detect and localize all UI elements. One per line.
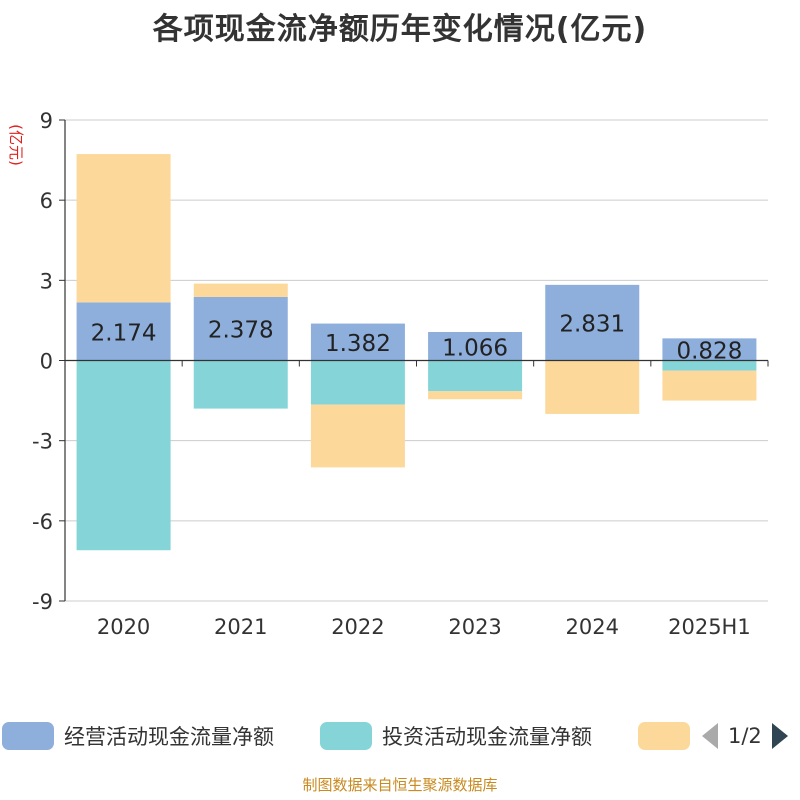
y-tick-label: -6 xyxy=(32,510,53,534)
data-label: 2.831 xyxy=(559,312,625,338)
legend-label-operating: 经营活动现金流量净额 xyxy=(64,725,274,749)
legend-item-operating[interactable]: 经营活动现金流量净额 xyxy=(2,716,274,756)
bar-financing-2024 xyxy=(545,360,640,414)
y-tick-label: -3 xyxy=(32,430,53,454)
data-label: 1.382 xyxy=(325,331,391,357)
bar-operating-2021 xyxy=(193,296,288,361)
x-tick-label: 2025H1 xyxy=(668,615,751,639)
legend-item-investing[interactable]: 投资活动现金流量净额 xyxy=(320,716,592,756)
legend-pager: 1/2 xyxy=(702,716,788,756)
x-tick-label: 2023 xyxy=(448,615,501,639)
next-page-icon[interactable] xyxy=(771,723,788,749)
prev-page-icon[interactable] xyxy=(702,723,718,749)
y-tick-label: 9 xyxy=(40,109,53,133)
legend-label-investing: 投资活动现金流量净额 xyxy=(382,725,592,749)
bar-operating-2023 xyxy=(428,332,523,361)
bar-financing-2022 xyxy=(310,404,405,468)
legend-swatch-investing xyxy=(320,722,372,750)
bar-investing-2021 xyxy=(193,360,288,409)
legend: 经营活动现金流量净额 投资活动现金流量净额 1/2 xyxy=(0,716,800,756)
legend-item-financing[interactable] xyxy=(638,716,700,756)
legend-swatch-financing xyxy=(638,722,690,750)
data-label: 2.378 xyxy=(208,318,274,344)
bar-operating-2022 xyxy=(310,323,405,361)
chart-title: 各项现金流净额历年变化情况(亿元) xyxy=(152,12,648,47)
bar-operating-2020 xyxy=(76,302,171,361)
data-label: 1.066 xyxy=(442,335,508,361)
bar-financing-2020 xyxy=(76,154,171,303)
y-tick-label: -9 xyxy=(32,590,53,614)
bar-investing-2022 xyxy=(310,360,405,405)
legend-page-indicator: 1/2 xyxy=(728,724,762,748)
x-tick-label: 2021 xyxy=(214,615,267,639)
data-label: 0.828 xyxy=(676,338,742,364)
bar-investing-2020 xyxy=(76,360,171,551)
y-axis-label: (亿元) xyxy=(7,124,25,166)
legend-swatch-operating xyxy=(2,722,54,750)
y-tick-label: 3 xyxy=(40,269,53,293)
y-tick-label: 0 xyxy=(40,350,53,374)
bar-operating-2025H1 xyxy=(662,338,757,361)
data-source-note: 制图数据来自恒生聚源数据库 xyxy=(302,776,498,794)
bar-investing-2025H1 xyxy=(662,360,757,371)
bar-operating-2024 xyxy=(545,284,640,361)
bar-financing-2021 xyxy=(193,283,288,297)
bar-financing-2025H1 xyxy=(662,370,757,401)
data-label: 2.174 xyxy=(91,320,157,346)
bar-financing-2023 xyxy=(428,391,523,400)
x-tick-label: 2020 xyxy=(97,615,150,639)
x-tick-label: 2024 xyxy=(566,615,619,639)
cashflow-chart: 9 6 3 0 -3 -6 -9 (亿元) 2.174 2.378 1.382 1.066 2.831 0… xyxy=(7,109,769,639)
x-tick-label: 2022 xyxy=(331,615,384,639)
bar-investing-2023 xyxy=(428,360,523,392)
y-tick-label: 6 xyxy=(40,189,53,213)
